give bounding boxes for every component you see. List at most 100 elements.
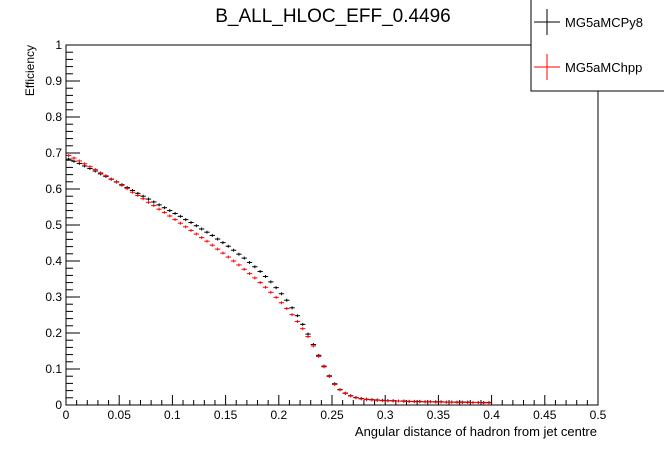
series-layer	[66, 154, 492, 405]
data-point	[486, 401, 492, 405]
data-point	[87, 165, 93, 169]
data-point	[353, 396, 359, 400]
data-point	[443, 400, 450, 404]
x-tick-label: 0.2	[270, 408, 287, 422]
data-point	[66, 157, 72, 161]
data-point	[71, 156, 77, 160]
data-point	[417, 400, 423, 404]
y-tick-label: 0.5	[45, 218, 62, 232]
data-point	[300, 322, 306, 326]
data-point	[252, 265, 258, 269]
data-point	[140, 194, 146, 198]
data-point	[257, 281, 263, 285]
data-point	[284, 298, 290, 302]
data-point	[92, 168, 98, 172]
legend-label-mg5amcpy8: MG5aMCPy8	[565, 15, 643, 30]
data-point	[475, 400, 481, 404]
data-point	[188, 228, 194, 232]
data-point	[225, 255, 231, 259]
data-point	[193, 224, 199, 228]
data-point	[108, 177, 114, 181]
axes-layer: 0 0.05 0.1 0.15 0.2 0.25 0.3 0.35 0.4 0.45 0.5 0 0.1…	[45, 38, 606, 422]
data-point	[294, 314, 301, 318]
data-point	[241, 256, 247, 260]
data-point	[124, 187, 130, 191]
data-point	[161, 206, 168, 210]
data-point	[199, 227, 205, 231]
data-point	[454, 400, 460, 404]
data-point	[230, 248, 237, 252]
legend-entry-mg5amcpy8: MG5aMCPy8	[534, 9, 643, 35]
x-tick-label: 0.4	[483, 408, 500, 422]
data-point	[358, 397, 364, 401]
data-point	[188, 220, 194, 224]
data-point	[199, 236, 205, 240]
legend-box	[530, 0, 664, 92]
data-point	[97, 171, 104, 175]
data-point	[241, 267, 247, 271]
data-point	[145, 197, 152, 201]
data-point	[113, 180, 120, 184]
data-point	[225, 244, 231, 248]
y-tick-label: 0	[55, 398, 62, 412]
data-point	[268, 290, 274, 294]
data-point	[76, 161, 82, 165]
data-point	[214, 237, 221, 241]
data-point	[161, 210, 168, 214]
data-point	[236, 252, 242, 256]
data-point	[300, 327, 306, 331]
data-point	[71, 159, 77, 163]
data-point	[156, 207, 162, 211]
data-point	[480, 401, 487, 405]
x-tick-label: 0.35	[427, 408, 451, 422]
y-tick-label: 0.6	[45, 182, 62, 196]
data-point	[459, 400, 465, 404]
data-point	[204, 239, 210, 243]
y-tick-label: 0.9	[45, 74, 62, 88]
data-point	[310, 344, 317, 348]
data-point	[305, 332, 311, 336]
data-point	[145, 200, 152, 204]
data-point	[321, 365, 327, 369]
data-point	[438, 400, 444, 404]
data-point	[395, 399, 402, 403]
data-point	[289, 306, 295, 310]
data-point	[252, 276, 258, 280]
data-point	[294, 319, 301, 323]
chart-title: B_ALL_HLOC_EFF_0.4496	[215, 6, 451, 27]
data-point	[337, 388, 343, 392]
data-point	[305, 335, 311, 339]
data-point	[177, 214, 184, 218]
data-point	[140, 197, 146, 201]
data-point	[465, 400, 471, 404]
data-point	[427, 400, 434, 404]
x-tick-label: 0.1	[164, 408, 181, 422]
x-tick-label: 0.3	[377, 408, 394, 422]
y-tick-label: 0.3	[45, 290, 62, 304]
data-point	[209, 243, 215, 247]
data-point	[183, 218, 189, 222]
data-point	[204, 230, 210, 234]
y-tick-label: 0.2	[45, 326, 62, 340]
data-point	[406, 399, 412, 403]
y-tick-label: 0.8	[45, 110, 62, 124]
data-point	[411, 400, 418, 404]
data-point	[401, 399, 407, 403]
data-point	[433, 400, 439, 404]
data-point	[156, 203, 162, 207]
data-point	[449, 400, 455, 404]
data-point	[390, 399, 396, 403]
data-point	[167, 209, 173, 213]
data-point	[230, 259, 237, 263]
x-axis-label: Angular distance of hadron from jet cent…	[355, 424, 597, 439]
legend-entry-mg5amchpp: MG5aMChpp	[534, 54, 642, 80]
data-point	[177, 221, 184, 225]
data-point	[193, 232, 199, 236]
data-point	[167, 214, 173, 218]
legend-label-mg5amchpp: MG5aMChpp	[565, 60, 642, 75]
data-point	[209, 233, 215, 237]
data-point	[66, 154, 72, 158]
data-point	[119, 183, 125, 187]
